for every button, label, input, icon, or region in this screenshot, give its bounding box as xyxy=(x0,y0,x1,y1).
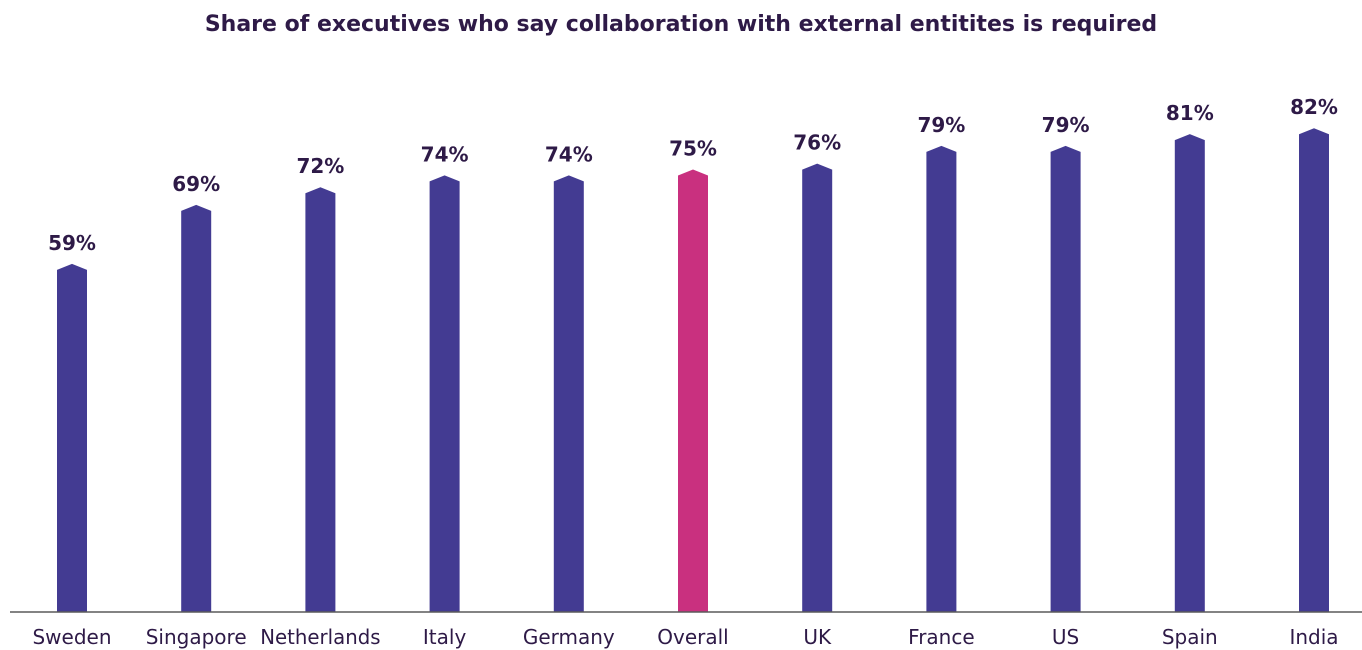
x-tick-label-italy: Italy xyxy=(423,625,467,649)
x-tick-label-india: India xyxy=(1289,625,1338,649)
x-tick-label-us: US xyxy=(1052,625,1079,649)
value-label-france: 79% xyxy=(917,113,965,137)
x-tick-label-france: France xyxy=(908,625,975,649)
x-tick-label-sweden: Sweden xyxy=(32,625,111,649)
bar-uk xyxy=(802,163,833,612)
bar-sweden xyxy=(57,263,87,612)
bar-italy xyxy=(429,175,460,612)
value-label-india: 82% xyxy=(1290,95,1338,119)
value-labels-group: 59% 69% 72% 74% 74% 75% 76% 79% 79% 81% 82% xyxy=(48,95,1338,255)
tick-labels-group: Sweden Singapore Netherlands Italy Germany Ov… xyxy=(32,625,1338,649)
x-tick-label-germany: Germany xyxy=(523,625,615,649)
value-label-italy: 74% xyxy=(421,142,469,166)
bar-us xyxy=(1050,145,1081,612)
x-tick-label-singapore: Singapore xyxy=(146,625,247,649)
bar-netherlands xyxy=(305,187,336,612)
bar-spain xyxy=(1174,134,1205,612)
bars-group xyxy=(57,128,1329,612)
x-tick-label-netherlands: Netherlands xyxy=(260,625,380,649)
bar-germany xyxy=(553,175,584,612)
x-tick-label-uk: UK xyxy=(803,625,832,649)
value-label-overall: 75% xyxy=(669,137,717,161)
bar-singapore xyxy=(181,204,212,612)
value-label-germany: 74% xyxy=(545,142,593,166)
bar-overall xyxy=(678,169,708,612)
chart-title: Share of executives who say collaboratio… xyxy=(204,12,1158,37)
value-label-singapore: 69% xyxy=(172,172,220,196)
bar-france xyxy=(926,145,957,612)
x-tick-label-overall: Overall xyxy=(657,625,728,649)
value-label-uk: 76% xyxy=(793,131,841,155)
value-label-us: 79% xyxy=(1042,113,1090,137)
bar-india xyxy=(1299,128,1329,612)
value-label-netherlands: 72% xyxy=(296,154,344,178)
x-tick-label-spain: Spain xyxy=(1162,625,1218,649)
value-label-spain: 81% xyxy=(1166,101,1214,125)
value-label-sweden: 59% xyxy=(48,231,96,255)
